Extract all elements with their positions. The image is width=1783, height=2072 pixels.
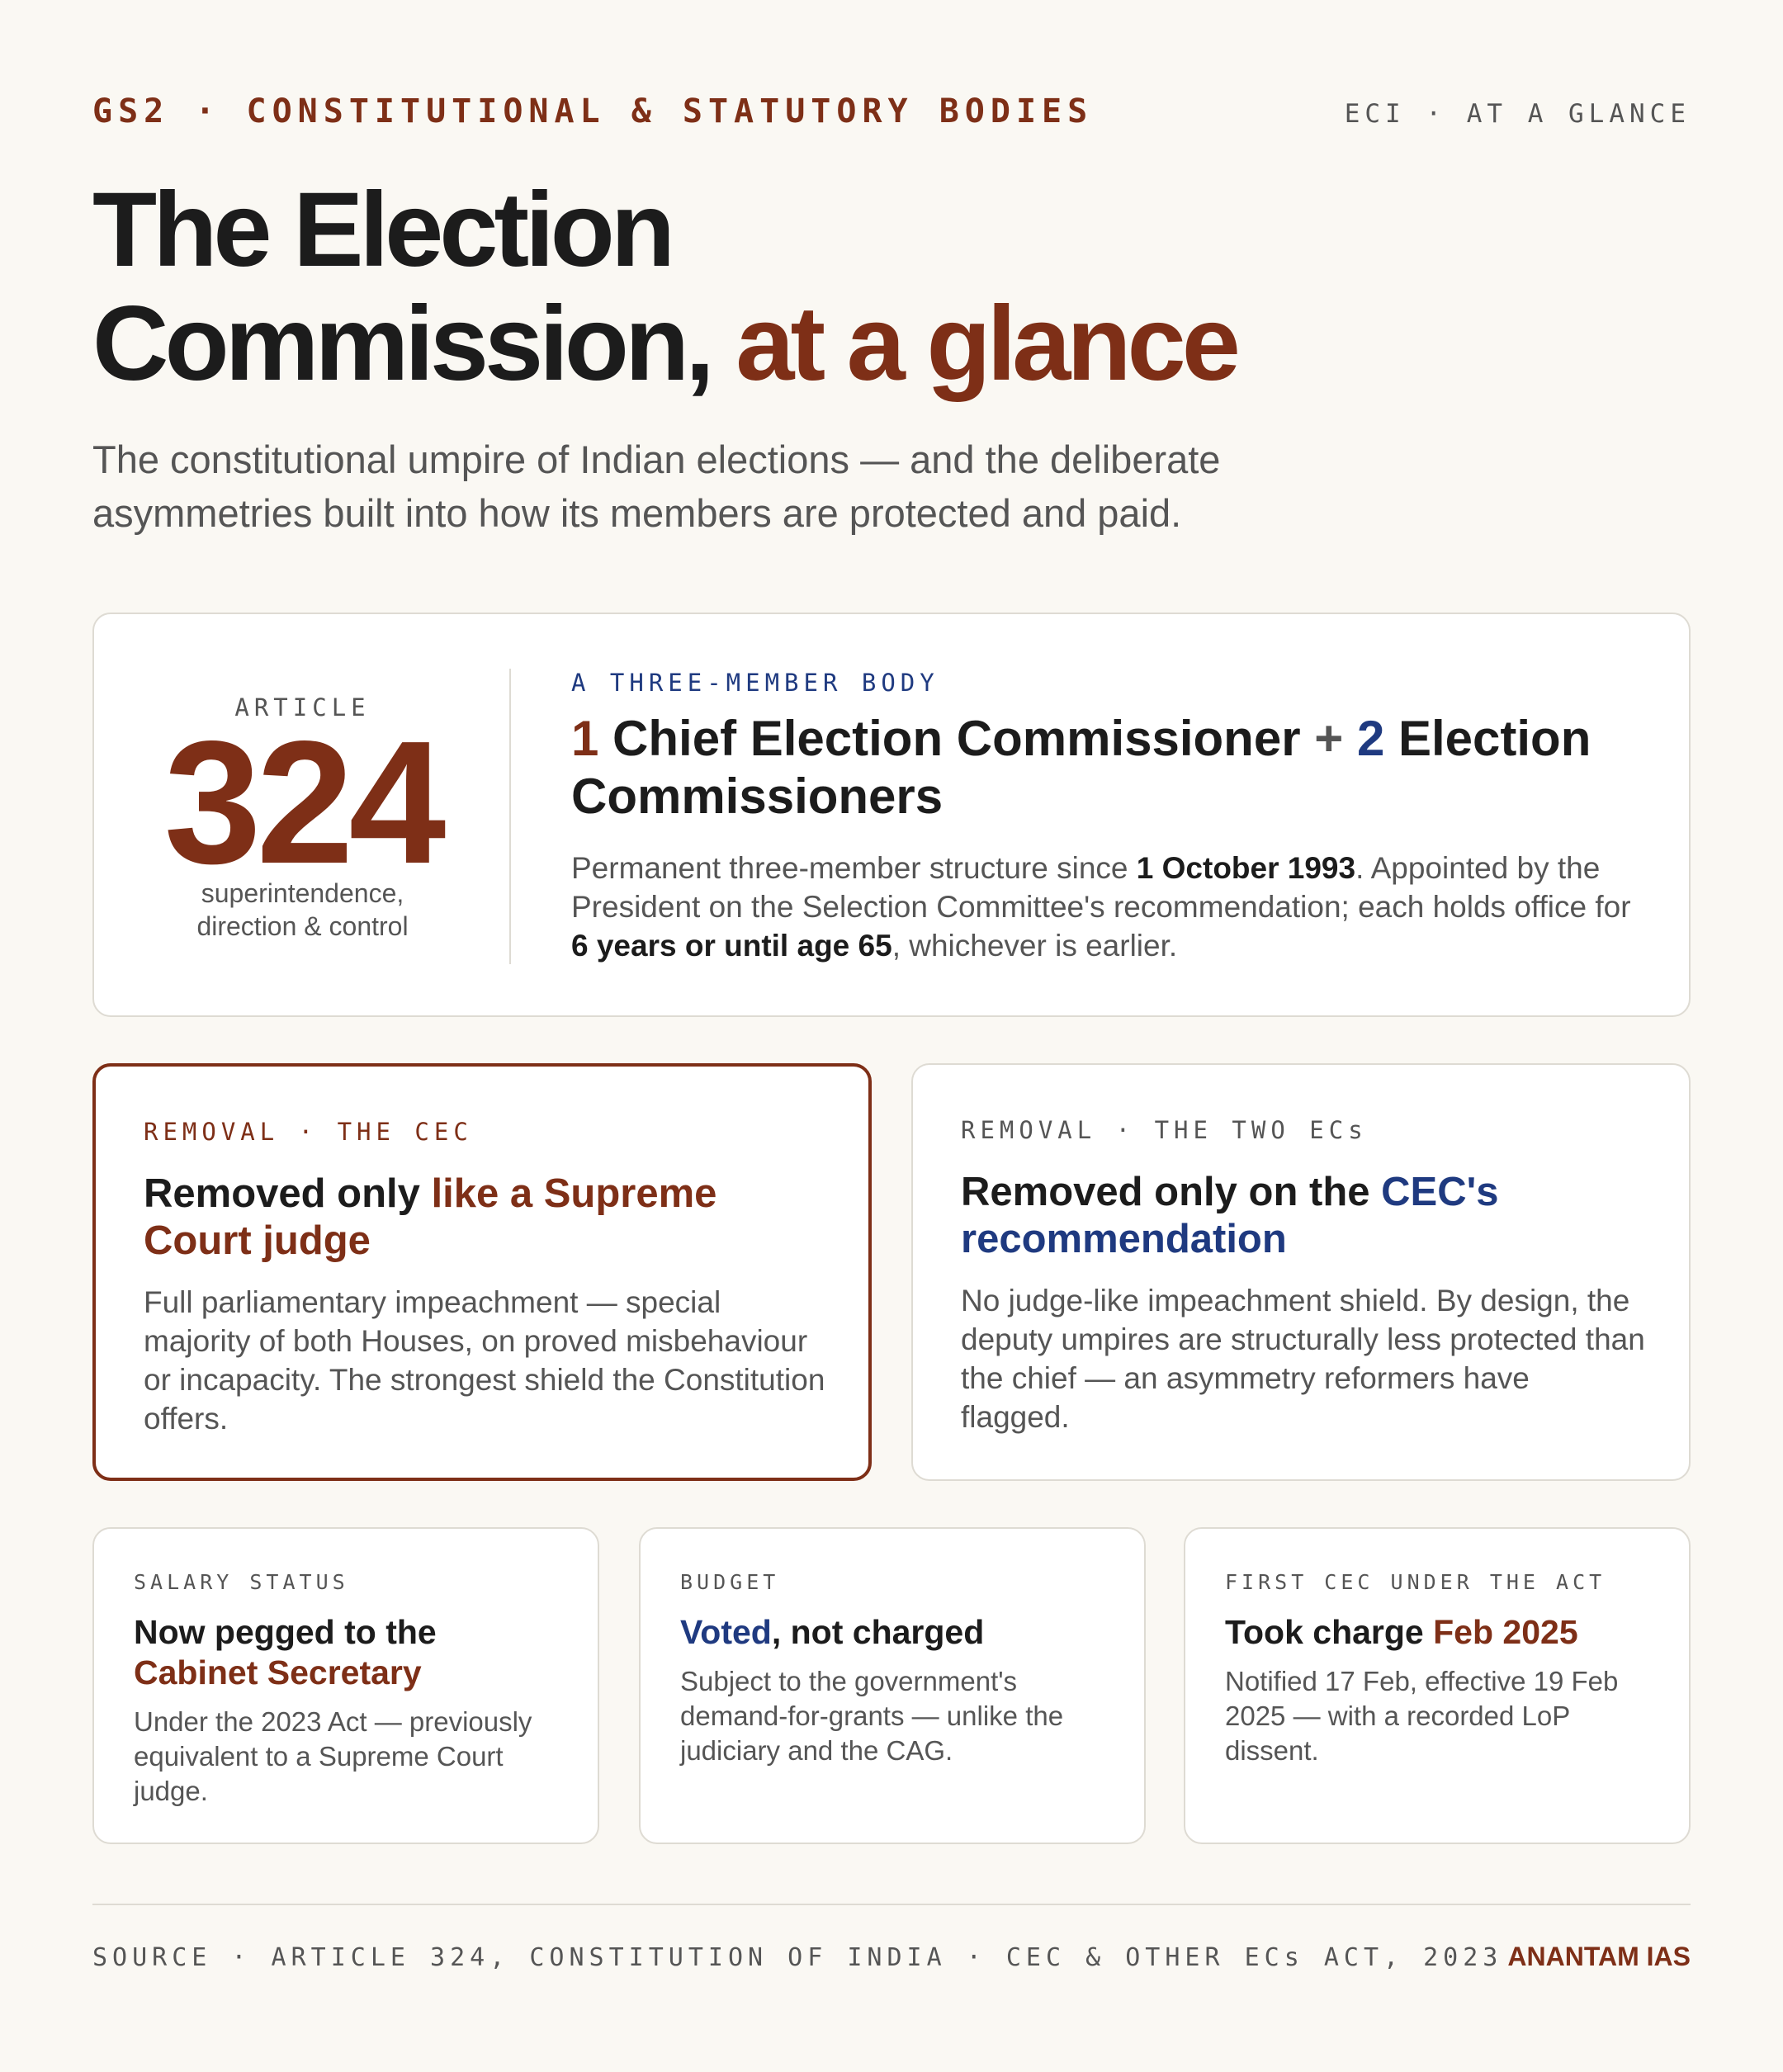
first-cec-heading: Took charge Feb 2025 — [1225, 1612, 1654, 1653]
title-accent: at a glance — [735, 285, 1241, 403]
structure-body-part: . Appointed by the President on the Sele… — [571, 851, 1631, 924]
article-structure-card: ARTICLE 324 superintendence, direction &… — [92, 613, 1691, 1017]
structure-body-part: Permanent three-member structure since — [571, 851, 1137, 885]
header-tag: ECI · AT A GLANCE — [1344, 99, 1691, 129]
removal-ecs-heading: Removed only on the CEC's recommendation — [961, 1169, 1646, 1263]
heading-accent: like a Supreme Court judge — [144, 1171, 717, 1263]
removal-cec-tag: REMOVAL · THE CEC — [144, 1118, 473, 1146]
structure-block: A THREE-MEMBER BODY 1 Chief Election Com… — [571, 669, 1644, 965]
article-caption-line-2: direction & control — [196, 911, 409, 941]
heading-plain: Now pegged to the — [134, 1613, 437, 1651]
title-line-2: Commission, — [92, 285, 715, 403]
structure-term: 6 years or until age 65 — [571, 929, 892, 963]
vertical-divider — [509, 669, 511, 964]
heading-plain: Took charge — [1225, 1613, 1434, 1651]
source-note: SOURCE · ARTICLE 324, CONSTITUTION OF IN… — [92, 1943, 1503, 1972]
section-kicker: GS2 · CONSTITUTIONAL & STATUTORY BODIES — [92, 92, 1094, 130]
first-cec-tag: FIRST CEC UNDER THE ACT — [1225, 1570, 1606, 1594]
heading-plain: Removed only — [144, 1171, 432, 1216]
article-caption-line-1: superintendence, — [201, 878, 404, 908]
heading-accent: CEC's recommendation — [961, 1170, 1499, 1261]
page-title: The Election Commission, at a glance — [92, 171, 1241, 403]
page-subtitle: The constitutional umpire of Indian elec… — [92, 438, 1221, 535]
ec-count: 2 — [1356, 711, 1385, 766]
structure-tag: A THREE-MEMBER BODY — [571, 669, 939, 697]
article-label: ARTICLE — [234, 693, 371, 721]
removal-ecs-body: No judge-like impeachment shield. By des… — [961, 1284, 1645, 1434]
structure-heading: 1 Chief Election Commissioner + 2 Electi… — [571, 710, 1644, 825]
salary-body: Under the 2023 Act — previously equivale… — [134, 1706, 532, 1806]
article-number: 324 — [163, 704, 447, 900]
title-line-1: The Election — [92, 171, 675, 289]
structure-date: 1 October 1993 — [1136, 851, 1356, 885]
footer-rule — [92, 1904, 1691, 1905]
salary-card: SALARY STATUS Now pegged to the Cabinet … — [92, 1527, 599, 1844]
brand-logo: ANANTAM IAS — [1507, 1942, 1691, 1971]
removal-cec-card: REMOVAL · THE CEC Removed only like a Su… — [92, 1063, 872, 1481]
removal-ecs-card: REMOVAL · THE TWO ECs Removed only on th… — [911, 1063, 1691, 1481]
removal-ecs-tag: REMOVAL · THE TWO ECs — [961, 1116, 1368, 1144]
salary-heading: Now pegged to the Cabinet Secretary — [134, 1612, 563, 1693]
budget-heading: Voted, not charged — [680, 1612, 1109, 1653]
salary-tag: SALARY STATUS — [134, 1570, 349, 1594]
heading-accent: Cabinet Secretary — [134, 1653, 422, 1691]
removal-cec-heading: Removed only like a Supreme Court judge — [144, 1171, 829, 1265]
budget-tag: BUDGET — [680, 1570, 780, 1594]
heading-plain: , not charged — [771, 1613, 985, 1651]
budget-body: Subject to the government's demand-for-g… — [680, 1666, 1064, 1766]
removal-cec-body: Full parliamentary impeachment — special… — [144, 1285, 825, 1436]
heading-accent: Voted — [680, 1613, 772, 1651]
structure-body: Permanent three-member structure since 1… — [571, 849, 1644, 965]
article-caption: superintendence, direction & control — [94, 877, 511, 943]
article-block: ARTICLE 324 superintendence, direction &… — [94, 614, 511, 1015]
cec-count: 1 — [571, 711, 599, 766]
plus-sign: + — [1314, 711, 1344, 766]
heading-plain: Removed only on the — [961, 1170, 1382, 1214]
heading-accent: Feb 2025 — [1433, 1613, 1578, 1651]
first-cec-card: FIRST CEC UNDER THE ACT Took charge Feb … — [1184, 1527, 1691, 1844]
budget-card: BUDGET Voted, not charged Subject to the… — [639, 1527, 1146, 1844]
ec-label: Election Commissioners — [571, 711, 1591, 824]
structure-body-part: , whichever is earlier. — [892, 929, 1178, 963]
cec-label: Chief Election Commissioner — [598, 711, 1315, 766]
first-cec-body: Notified 17 Feb, effective 19 Feb 2025 —… — [1225, 1666, 1619, 1766]
